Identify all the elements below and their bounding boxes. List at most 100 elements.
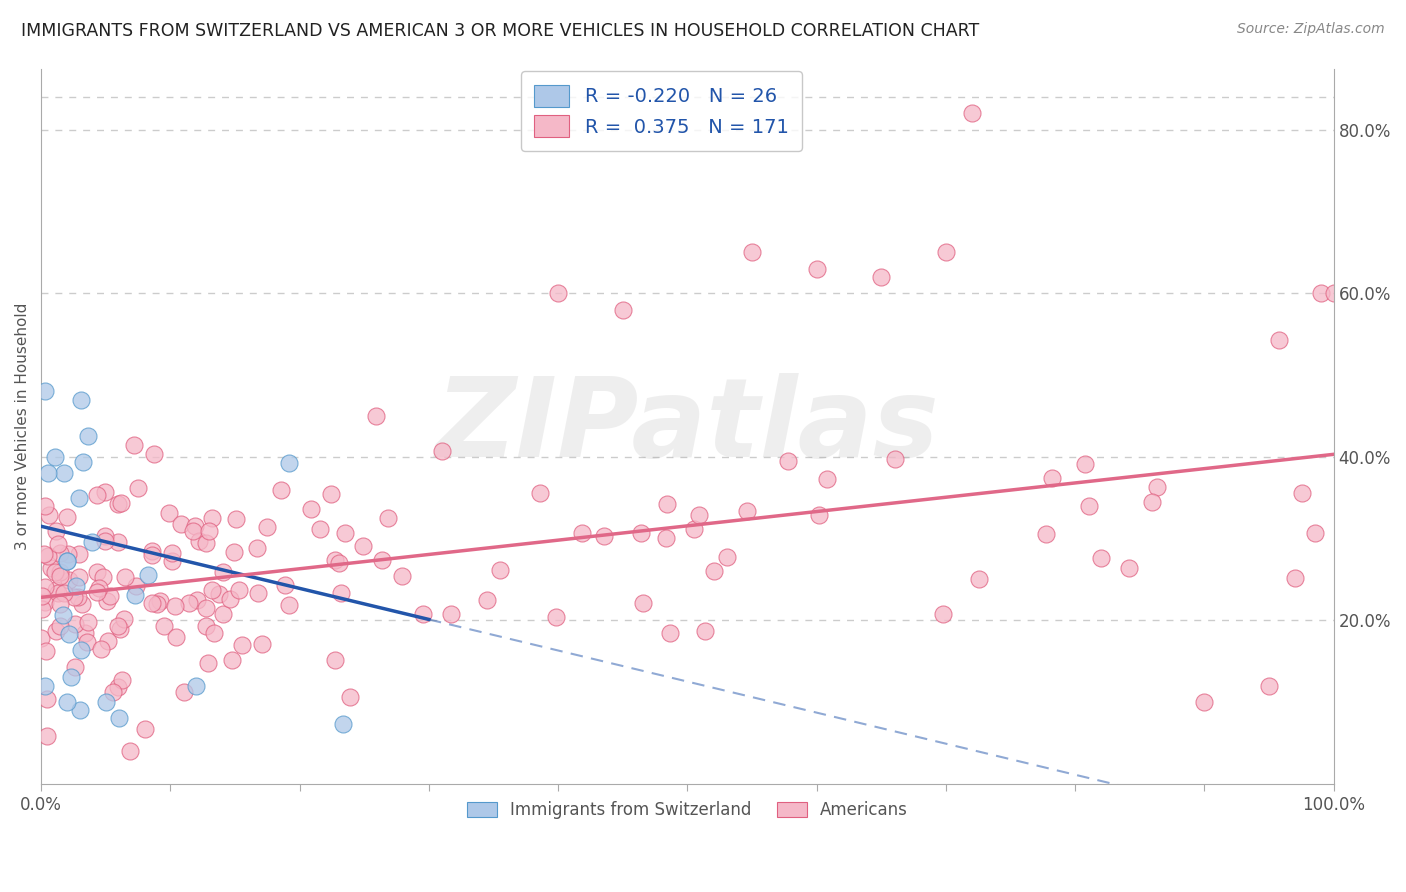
Point — [108, 622, 131, 636]
Point — [107, 497, 129, 511]
Point — [219, 592, 242, 607]
Point — [278, 598, 301, 612]
Point — [299, 502, 322, 516]
Point — [339, 690, 361, 705]
Point — [352, 539, 374, 553]
Point — [49, 619, 72, 633]
Point — [221, 652, 243, 666]
Point — [391, 569, 413, 583]
Point — [58, 626, 80, 640]
Point — [330, 586, 353, 600]
Point — [173, 684, 195, 698]
Point — [808, 508, 831, 522]
Point — [194, 619, 217, 633]
Point — [274, 578, 297, 592]
Point — [935, 245, 957, 260]
Point — [48, 569, 70, 583]
Point — [35, 729, 58, 743]
Point — [212, 607, 235, 621]
Point — [186, 593, 208, 607]
Point — [225, 512, 247, 526]
Point — [1090, 550, 1112, 565]
Point — [67, 547, 90, 561]
Point — [377, 510, 399, 524]
Point — [56, 554, 79, 568]
Point — [630, 526, 652, 541]
Point — [44, 565, 66, 579]
Point — [52, 466, 75, 480]
Point — [134, 723, 156, 737]
Point — [30, 632, 52, 646]
Legend: Immigrants from Switzerland, Americans: Immigrants from Switzerland, Americans — [460, 794, 914, 825]
Point — [1323, 286, 1346, 301]
Point — [67, 491, 90, 505]
Point — [143, 447, 166, 461]
Point — [45, 524, 67, 539]
Point — [122, 438, 145, 452]
Point — [34, 679, 56, 693]
Point — [56, 509, 79, 524]
Point — [34, 384, 56, 399]
Point — [194, 600, 217, 615]
Point — [1267, 333, 1289, 347]
Point — [612, 302, 634, 317]
Point — [201, 511, 224, 525]
Point — [58, 573, 80, 587]
Point — [1303, 526, 1326, 541]
Point — [1146, 480, 1168, 494]
Point — [34, 499, 56, 513]
Point — [35, 692, 58, 706]
Point — [197, 656, 219, 670]
Point — [529, 486, 551, 500]
Y-axis label: 3 or more Vehicles in Household: 3 or more Vehicles in Household — [15, 302, 30, 549]
Point — [52, 586, 75, 600]
Point — [46, 537, 69, 551]
Point — [114, 570, 136, 584]
Point — [70, 392, 93, 407]
Point — [87, 581, 110, 595]
Point — [76, 635, 98, 649]
Point — [332, 717, 354, 731]
Point — [370, 553, 392, 567]
Point — [138, 568, 160, 582]
Point — [56, 695, 79, 709]
Point — [477, 592, 499, 607]
Point — [1035, 527, 1057, 541]
Point — [69, 703, 91, 717]
Point — [186, 679, 208, 693]
Point — [107, 711, 129, 725]
Point — [141, 544, 163, 558]
Point — [46, 586, 69, 600]
Point — [63, 617, 86, 632]
Point — [655, 497, 678, 511]
Point — [124, 588, 146, 602]
Point — [163, 599, 186, 614]
Point — [76, 429, 98, 443]
Point — [125, 579, 148, 593]
Point — [98, 589, 121, 603]
Point — [157, 507, 180, 521]
Point — [1284, 571, 1306, 585]
Point — [70, 597, 93, 611]
Point — [37, 549, 59, 563]
Point — [96, 594, 118, 608]
Point — [38, 508, 60, 522]
Point — [91, 570, 114, 584]
Point — [212, 565, 235, 579]
Point — [231, 638, 253, 652]
Point — [160, 554, 183, 568]
Point — [49, 565, 72, 579]
Point — [1142, 495, 1164, 509]
Point — [63, 590, 86, 604]
Point — [693, 624, 716, 638]
Point — [37, 466, 59, 480]
Point — [184, 519, 207, 533]
Point — [165, 631, 187, 645]
Point — [1194, 695, 1216, 709]
Point — [683, 522, 706, 536]
Point — [149, 594, 172, 608]
Point — [97, 634, 120, 648]
Point — [323, 552, 346, 566]
Point — [201, 582, 224, 597]
Point — [187, 533, 209, 548]
